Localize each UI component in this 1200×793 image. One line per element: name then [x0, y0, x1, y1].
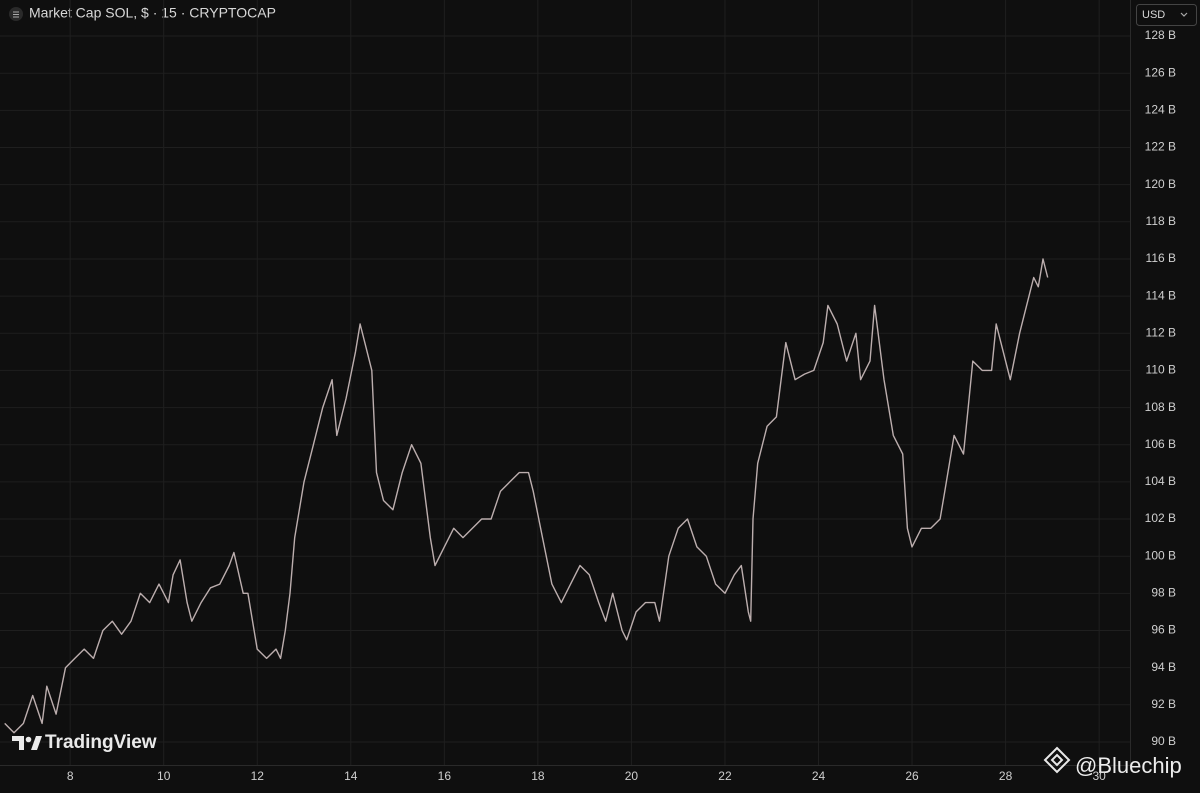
x-tick-label: 30 [1092, 769, 1106, 783]
y-tick-label: 128 B [1145, 28, 1176, 42]
y-tick-label: 100 B [1145, 548, 1176, 562]
x-tick-label: 22 [718, 769, 732, 783]
dropdown-arrow [1180, 12, 1188, 17]
price-line [4, 258, 1049, 734]
y-tick-label: 98 B [1151, 586, 1176, 600]
x-tick-label: 20 [625, 769, 639, 783]
x-tick-label: 18 [531, 769, 545, 783]
watermark: @Bluechip [1075, 753, 1182, 778]
y-tick-label: 122 B [1145, 140, 1176, 154]
x-tick-label: 8 [67, 769, 74, 783]
watermark-icon [1043, 746, 1071, 774]
tradingview-logo [12, 736, 42, 750]
currency-label: USD [1142, 9, 1165, 21]
y-tick-label: 110 B [1146, 363, 1176, 377]
y-tick-label: 118 B [1146, 214, 1176, 228]
y-tick-label: 120 B [1145, 177, 1176, 191]
y-tick-label: 112 B [1146, 325, 1176, 339]
x-tick-label: 10 [157, 769, 171, 783]
y-tick-label: 108 B [1145, 400, 1176, 414]
y-tick-label: 96 B [1151, 623, 1176, 637]
x-tick-label: 14 [344, 769, 358, 783]
logo-text: TradingView [45, 732, 157, 753]
y-tick-label: 92 B [1151, 697, 1176, 711]
chart-title: Market Cap SOL, $ · 15 · CRYPTOCAP [29, 5, 276, 21]
y-tick-label: 102 B [1145, 511, 1176, 525]
y-tick-label: 124 B [1145, 103, 1176, 117]
y-tick-label: 114 B [1146, 288, 1176, 302]
x-tick-label: 16 [438, 769, 452, 783]
x-tick-label: 24 [812, 769, 826, 783]
currency-select[interactable] [1136, 4, 1197, 26]
plot-area [0, 0, 1130, 765]
y-tick-label: 94 B [1151, 660, 1176, 674]
x-tick-label: 12 [251, 769, 265, 783]
y-tick-label: 126 B [1145, 65, 1176, 79]
series-menu-icon[interactable] [9, 7, 23, 21]
y-tick-label: 104 B [1145, 474, 1176, 488]
x-tick-label: 28 [999, 769, 1013, 783]
y-tick-label: 106 B [1145, 437, 1176, 451]
x-tick-label: 26 [905, 769, 919, 783]
y-tick-label: 90 B [1151, 734, 1176, 748]
y-tick-label: 116 B [1146, 251, 1176, 265]
